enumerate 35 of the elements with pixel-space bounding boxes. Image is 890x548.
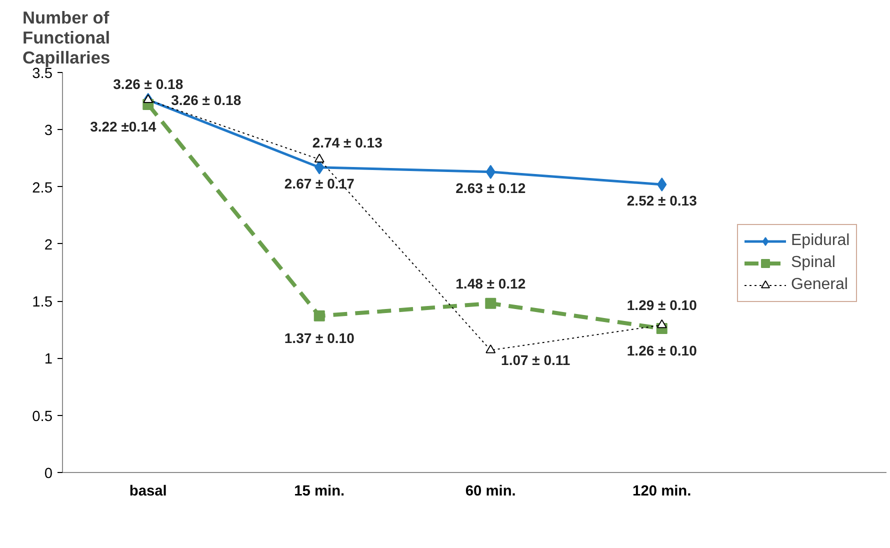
x-tick-label: basal: [129, 484, 167, 500]
legend-label: Epidural: [791, 232, 850, 250]
y-tick-label: 3.5: [32, 66, 52, 82]
x-tick-label: 15 min.: [294, 484, 345, 500]
data-label: 1.07 ± 0.11: [501, 352, 570, 368]
point: [143, 94, 154, 104]
data-label: 2.63 ± 0.12: [456, 180, 526, 196]
y-tick-label: 3: [44, 123, 53, 140]
data-label: 1.48 ± 0.12: [456, 275, 526, 292]
point: [486, 344, 496, 354]
point: [657, 178, 667, 192]
point: [314, 154, 324, 162]
y-axis-title: Number of Functional Capillaries: [22, 8, 110, 68]
x-tick-label: 120 min.: [632, 484, 692, 500]
y-tick-label: 1.5: [32, 294, 52, 311]
data-label: 1.37 ± 0.10: [284, 330, 355, 346]
data-label: 3.22 ±0.14: [90, 118, 156, 134]
y-tick-label: 2.5: [32, 180, 52, 196]
data-label: 2.67 ± 0.17: [284, 175, 355, 192]
point: [485, 298, 496, 309]
y-tick-label: 0.5: [32, 408, 52, 425]
y-tick-label: 2: [44, 237, 53, 254]
legend-label: General: [791, 276, 848, 294]
data-label: 1.29 ± 0.10: [626, 297, 698, 314]
data-label: 3.26 ± 0.18: [171, 92, 242, 108]
point: [656, 319, 667, 328]
y-tick-label: 1: [44, 352, 53, 368]
data-label: 1.26 ± 0.10: [626, 342, 698, 358]
y-tick-label: 0: [44, 466, 53, 482]
point: [314, 310, 325, 322]
x-tick-label: 60 min.: [465, 484, 516, 500]
data-label: 2.52 ± 0.13: [626, 192, 698, 208]
data-label: 3.26 ± 0.18: [113, 76, 184, 92]
data-label: 2.74 ± 0.13: [312, 134, 383, 150]
legend-label: Spinal: [791, 254, 836, 272]
